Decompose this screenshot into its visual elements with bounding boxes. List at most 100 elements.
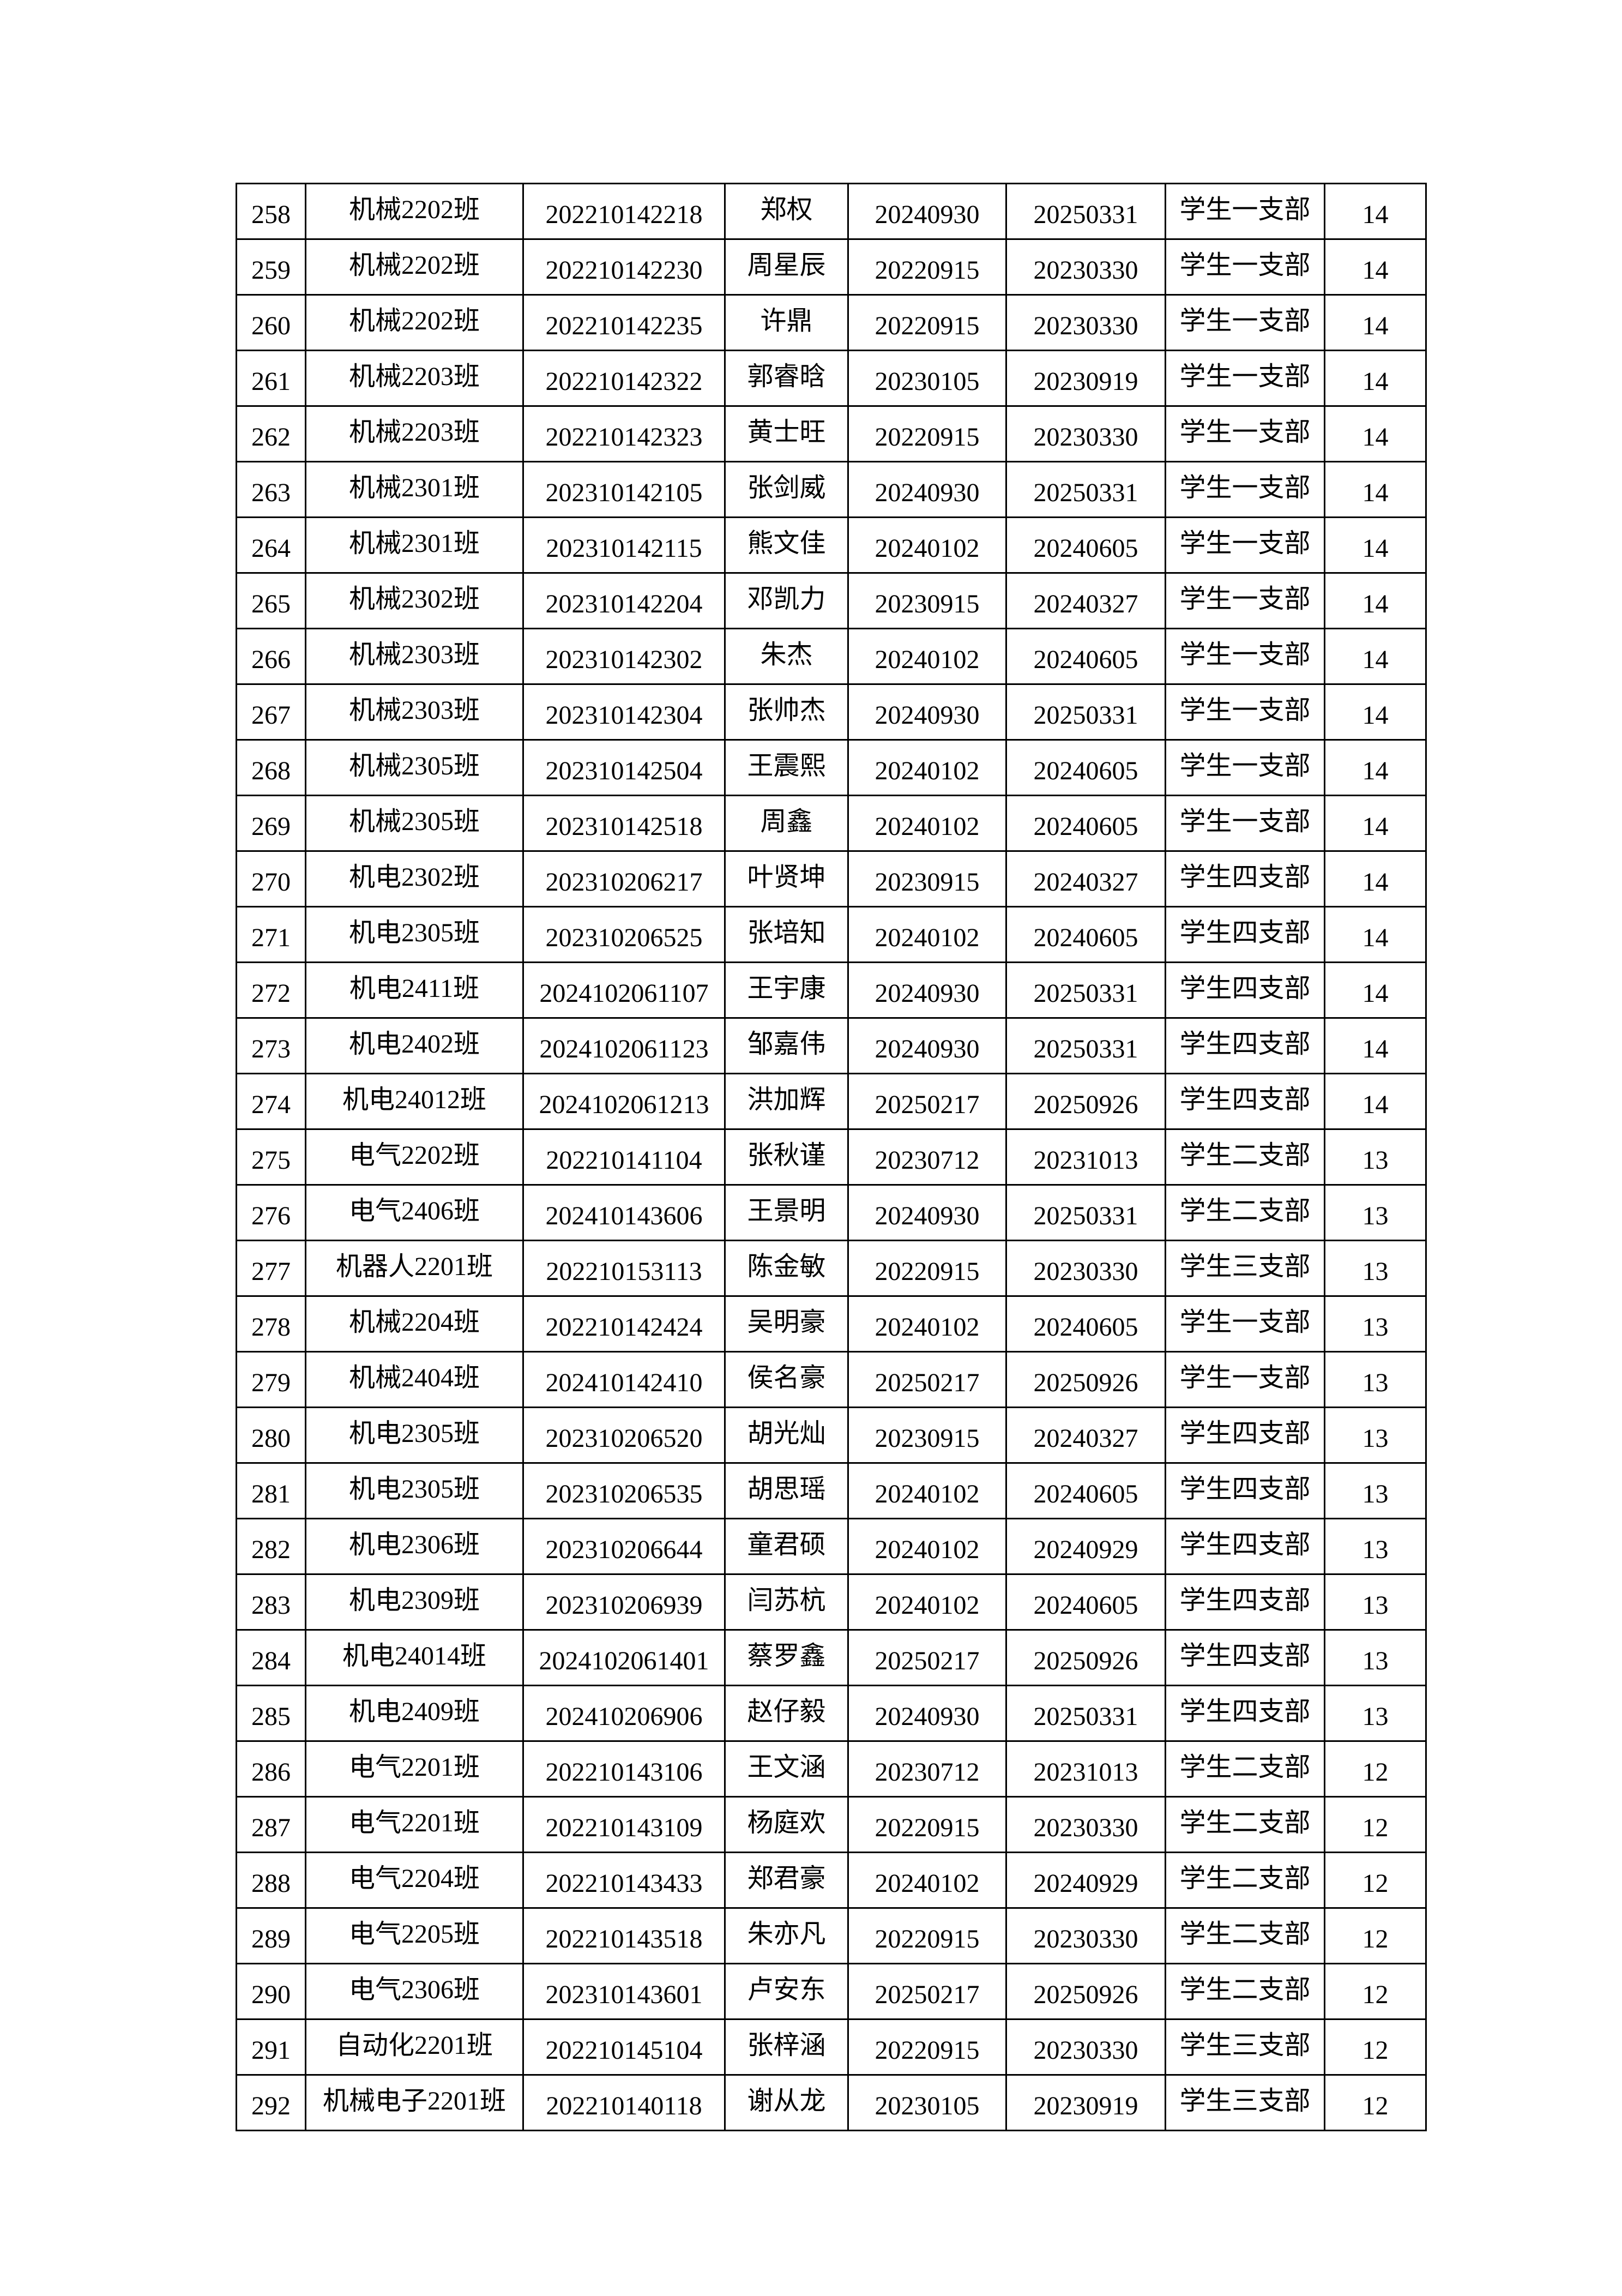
cell-start-date: 20240930 [847,183,1007,240]
cell-start-date: 20230105 [847,350,1007,407]
cell-row-number: 283 [236,1573,306,1631]
cell-student-name: 杨庭欢 [724,1796,849,1853]
cell-student-name: 童君硕 [724,1518,849,1575]
cell-student-id: 202310142105 [522,461,726,518]
cell-class-name: 机电24014班 [305,1629,524,1686]
cell-student-id: 202210143433 [522,1852,726,1909]
cell-score: 12 [1324,2018,1427,2076]
cell-start-date: 20230915 [847,572,1007,629]
cell-class-name: 电气2406班 [305,1184,524,1241]
cell-end-date: 20230919 [1005,350,1166,407]
cell-student-id: 202410143606 [522,1184,726,1241]
cell-class-name: 机电2306班 [305,1518,524,1575]
cell-start-date: 20230915 [847,850,1007,907]
cell-score: 12 [1324,1963,1427,2020]
cell-class-name: 电气2201班 [305,1796,524,1853]
cell-branch: 学生一支部 [1165,683,1325,741]
cell-row-number: 264 [236,516,306,574]
cell-start-date: 20220915 [847,1796,1007,1853]
cell-score: 13 [1324,1128,1427,1186]
cell-row-number: 271 [236,906,306,963]
cell-class-name: 机械2305班 [305,795,524,852]
cell-class-name: 机械2305班 [305,739,524,796]
cell-start-date: 20250217 [847,1963,1007,2020]
table-row: 288 电气2204班 202210143433 郑君豪 20240102 2024092… [236,1852,1427,1909]
cell-score: 14 [1324,572,1427,629]
cell-class-name: 机械2303班 [305,683,524,741]
cell-row-number: 277 [236,1240,306,1297]
cell-branch: 学生一支部 [1165,294,1325,351]
cell-end-date: 20240327 [1005,850,1166,907]
cell-score: 14 [1324,1073,1427,1130]
cell-start-date: 20230712 [847,1740,1007,1798]
cell-row-number: 281 [236,1462,306,1519]
cell-row-number: 291 [236,2018,306,2076]
cell-score: 14 [1324,238,1427,296]
cell-row-number: 258 [236,183,306,240]
cell-row-number: 289 [236,1907,306,1964]
cell-branch: 学生四支部 [1165,1629,1325,1686]
cell-row-number: 261 [236,350,306,407]
cell-end-date: 20250331 [1005,1017,1166,1074]
cell-start-date: 20240102 [847,1573,1007,1631]
cell-branch: 学生三支部 [1165,2018,1325,2076]
cell-student-name: 侯名豪 [724,1351,849,1408]
cell-class-name: 机械2202班 [305,183,524,240]
cell-end-date: 20230919 [1005,2074,1166,2131]
cell-row-number: 286 [236,1740,306,1798]
cell-branch: 学生一支部 [1165,1295,1325,1353]
table-row: 291 自动化2201班 202210145104 张梓涵 20220915 202303… [236,2018,1427,2076]
cell-student-name: 洪加辉 [724,1073,849,1130]
cell-student-id: 202210143518 [522,1907,726,1964]
cell-row-number: 274 [236,1073,306,1130]
cell-score: 14 [1324,795,1427,852]
cell-student-id: 202310206217 [522,850,726,907]
cell-branch: 学生四支部 [1165,1518,1325,1575]
cell-end-date: 20230330 [1005,1907,1166,1964]
cell-branch: 学生一支部 [1165,405,1325,462]
cell-score: 12 [1324,1796,1427,1853]
cell-branch: 学生三支部 [1165,1240,1325,1297]
cell-student-id: 202210142323 [522,405,726,462]
cell-score: 13 [1324,1407,1427,1464]
cell-class-name: 机电2409班 [305,1685,524,1742]
table-row: 272 机电2411班 2024102061107 王宇康 20240930 202503… [236,961,1427,1019]
table-row: 267 机械2303班 202310142304 张帅杰 20240930 2025033… [236,683,1427,741]
cell-row-number: 272 [236,961,306,1019]
cell-start-date: 20220915 [847,294,1007,351]
cell-class-name: 自动化2201班 [305,2018,524,2076]
cell-score: 13 [1324,1518,1427,1575]
cell-branch: 学生二支部 [1165,1740,1325,1798]
cell-start-date: 20240102 [847,906,1007,963]
cell-student-id: 2024102061213 [522,1073,726,1130]
cell-class-name: 电气2201班 [305,1740,524,1798]
cell-start-date: 20240930 [847,461,1007,518]
cell-score: 14 [1324,1017,1427,1074]
cell-class-name: 机电2411班 [305,961,524,1019]
cell-branch: 学生二支部 [1165,1796,1325,1853]
cell-end-date: 20240605 [1005,795,1166,852]
cell-end-date: 20240605 [1005,628,1166,685]
cell-student-name: 胡思瑶 [724,1462,849,1519]
table-row: 284 机电24014班 2024102061401 蔡罗鑫 20250217 20250… [236,1629,1427,1686]
cell-student-name: 周星辰 [724,238,849,296]
cell-row-number: 290 [236,1963,306,2020]
cell-end-date: 20250331 [1005,461,1166,518]
table-row: 289 电气2205班 202210143518 朱亦凡 20220915 2023033… [236,1907,1427,1964]
cell-score: 13 [1324,1240,1427,1297]
cell-branch: 学生一支部 [1165,461,1325,518]
cell-student-name: 闫苏杭 [724,1573,849,1631]
cell-student-name: 王震熙 [724,739,849,796]
cell-student-name: 张秋谨 [724,1128,849,1186]
cell-student-name: 王景明 [724,1184,849,1241]
cell-class-name: 机电2305班 [305,1462,524,1519]
cell-end-date: 20240605 [1005,1573,1166,1631]
cell-student-id: 202210145104 [522,2018,726,2076]
cell-end-date: 20250331 [1005,1184,1166,1241]
table-row: 266 机械2303班 202310142302 朱杰 20240102 20240605… [236,628,1427,685]
table-row: 274 机电24012班 2024102061213 洪加辉 20250217 20250… [236,1073,1427,1130]
table-row: 263 机械2301班 202310142105 张剑威 20240930 2025033… [236,461,1427,518]
cell-start-date: 20230712 [847,1128,1007,1186]
cell-class-name: 机械2302班 [305,572,524,629]
cell-student-name: 朱杰 [724,628,849,685]
